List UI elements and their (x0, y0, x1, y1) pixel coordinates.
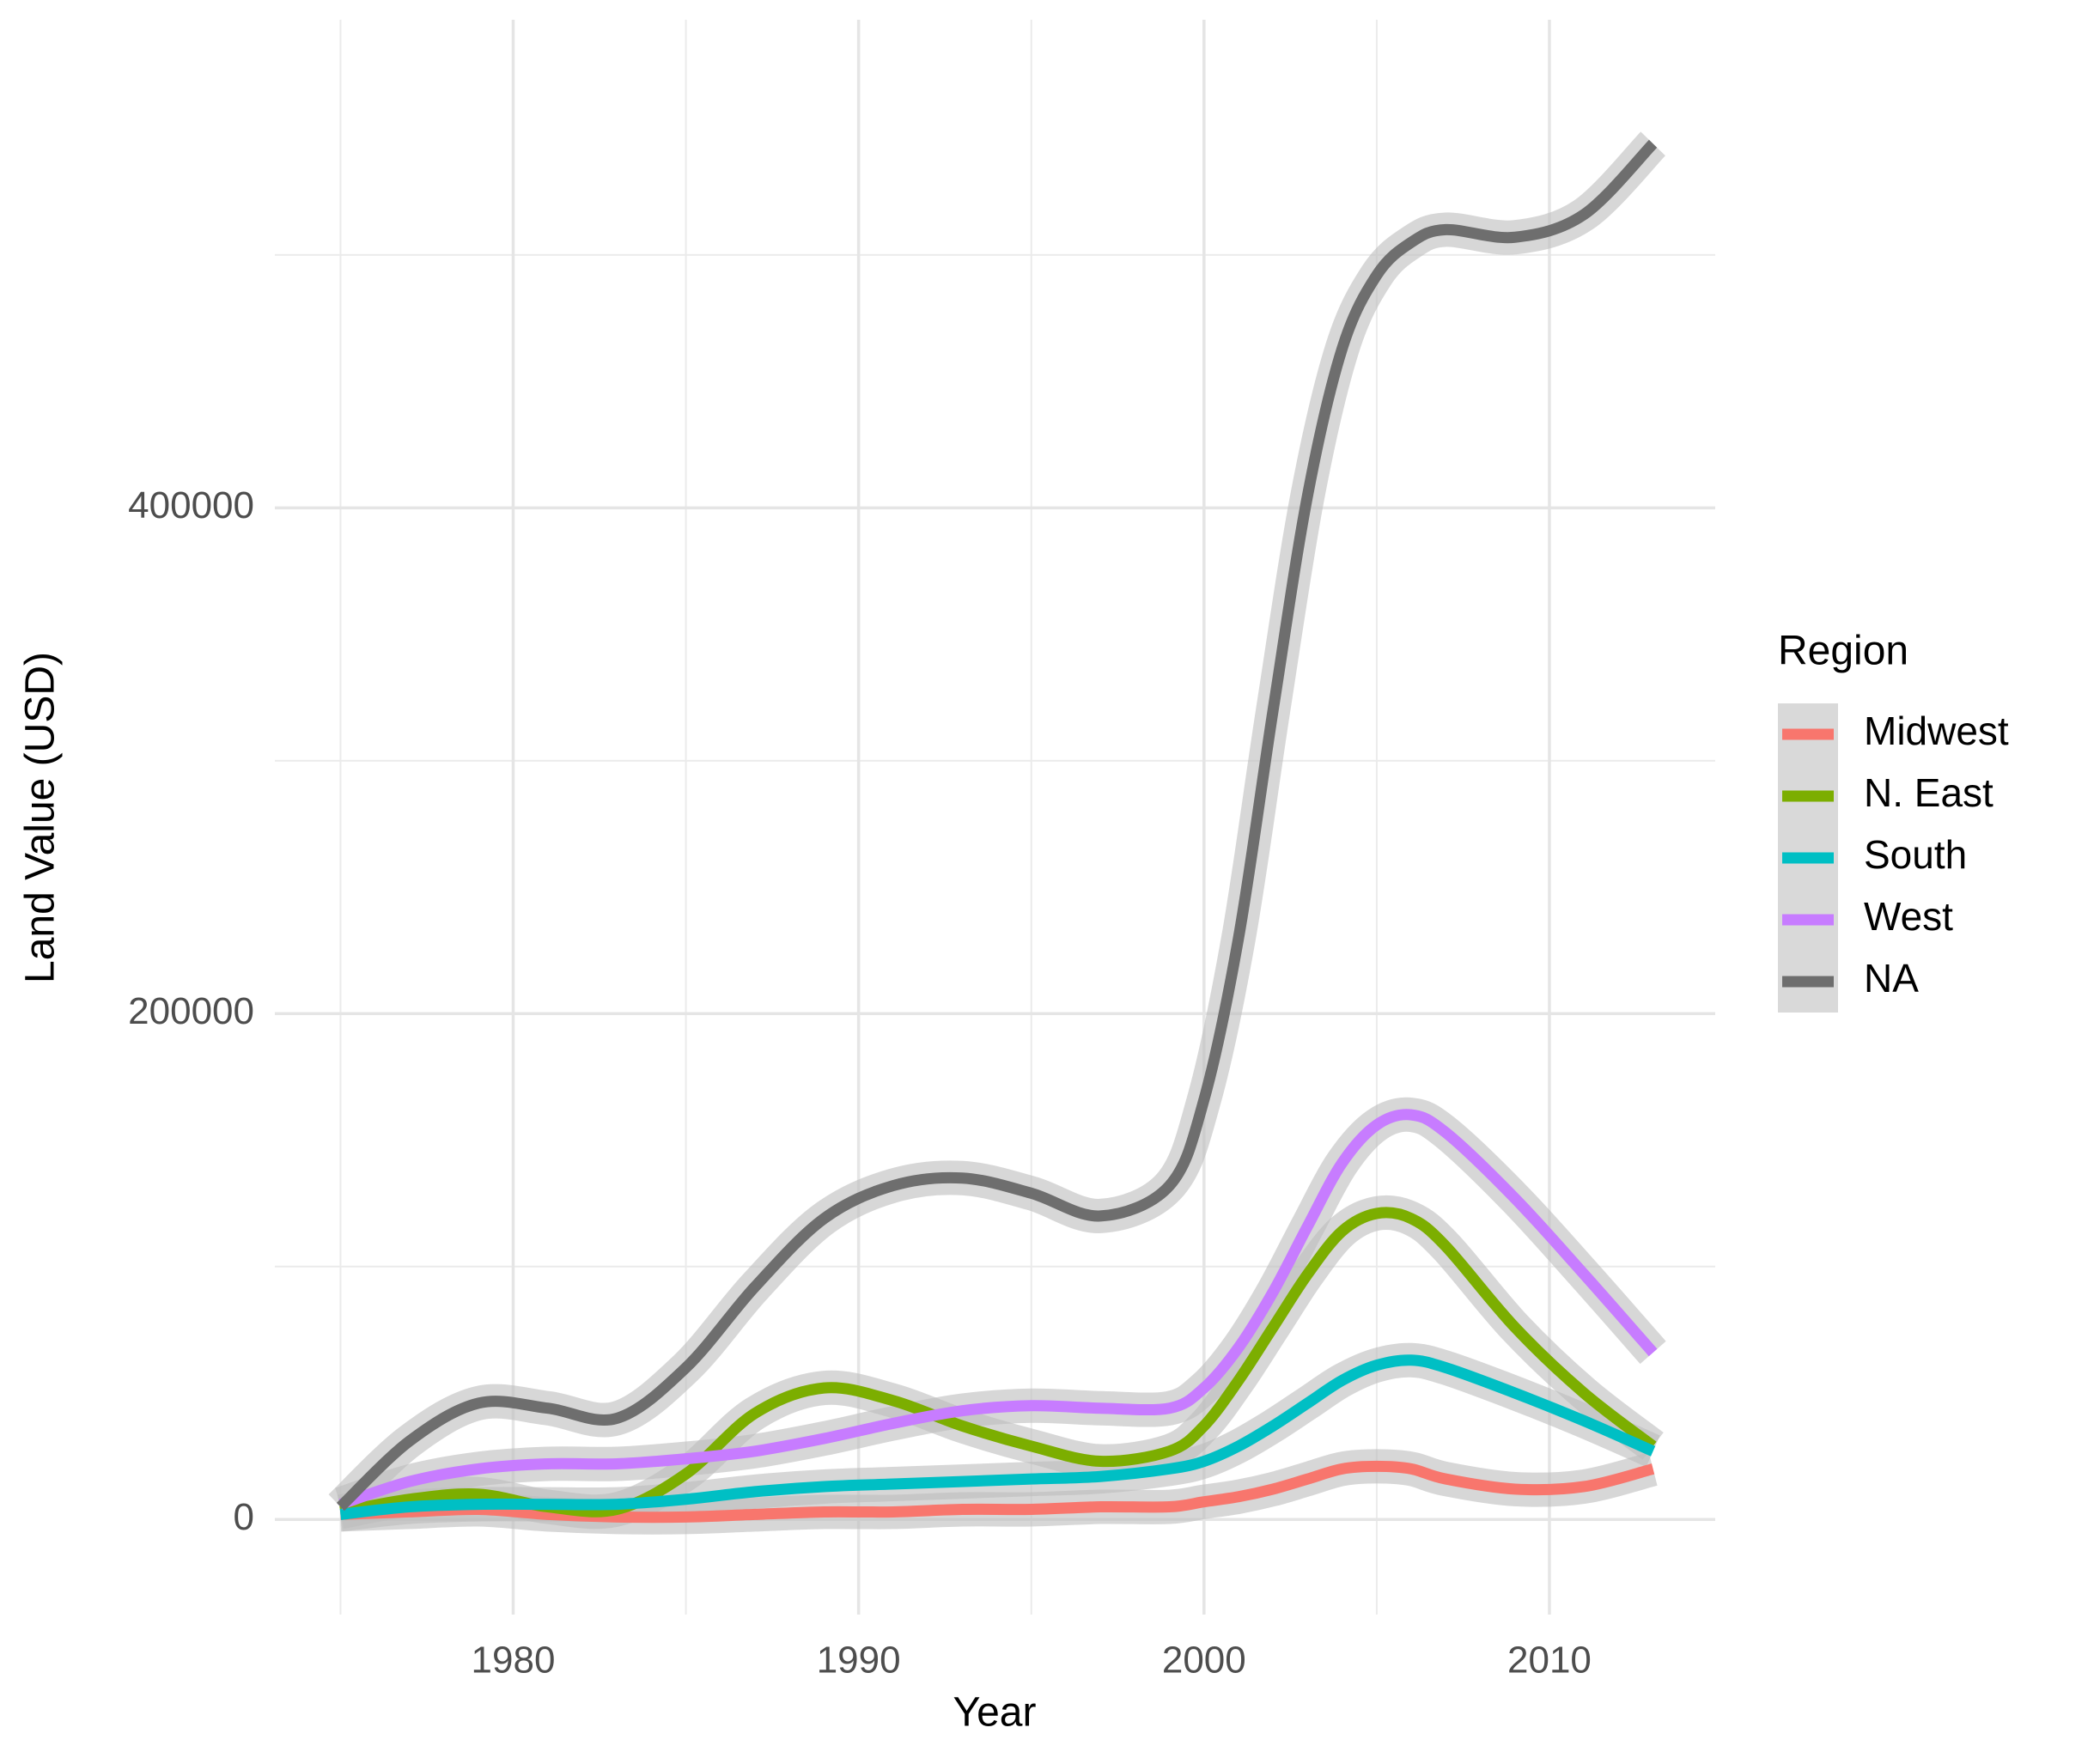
legend-label: N. East (1864, 770, 1993, 815)
legend-label: West (1864, 894, 1953, 939)
x-tick-label: 2000 (1162, 1639, 1246, 1682)
confidence-band (328, 131, 1666, 1520)
x-tick-label: 2010 (1507, 1639, 1592, 1682)
confidence-bands (328, 131, 1666, 1535)
series-line (339, 1354, 1656, 1520)
x-axis-title: Year (953, 1690, 1037, 1736)
series-line (339, 1207, 1657, 1518)
y-axis-title: Land Value (USD) (18, 652, 64, 983)
lines (336, 139, 1658, 1524)
series-line (338, 1109, 1658, 1510)
legend-title: Region (1778, 629, 1908, 674)
legend-label: South (1864, 832, 1967, 877)
y-tick-label: 400000 (128, 484, 254, 526)
y-tick-label: 200000 (128, 990, 254, 1032)
x-tick-label: 1980 (472, 1639, 556, 1682)
legend-label: NA (1864, 956, 1919, 1001)
series-line (336, 139, 1658, 1512)
y-tick-label: 0 (234, 1496, 254, 1538)
legend-label: Midwest (1864, 709, 2009, 753)
x-tick-label: 1990 (817, 1639, 901, 1682)
